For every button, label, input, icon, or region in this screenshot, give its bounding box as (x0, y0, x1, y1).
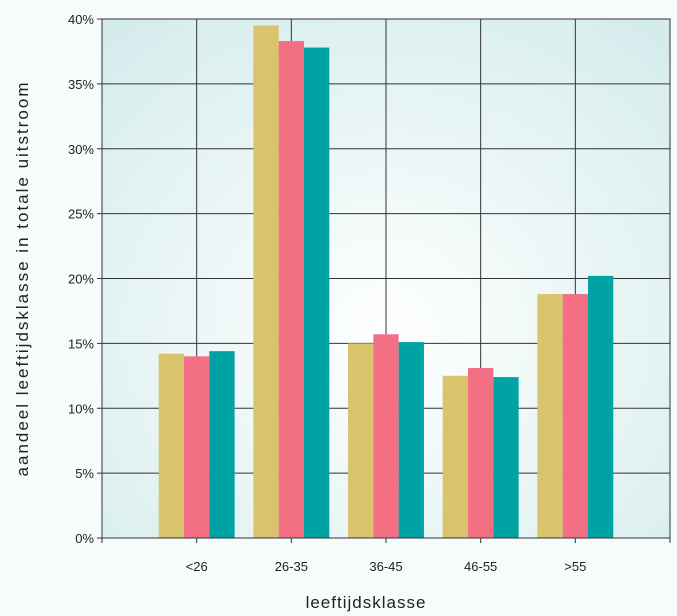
y-tick-label: 30% (68, 142, 94, 157)
bars (158, 25, 614, 539)
bar (209, 351, 235, 538)
x-tick-label: 46-55 (464, 559, 497, 574)
bar (442, 375, 469, 538)
y-tick-label: 20% (68, 272, 94, 287)
x-tick-label: 36-45 (369, 559, 402, 574)
y-tick-label: 15% (68, 336, 94, 351)
x-axis-title: leeftijdsklasse (306, 593, 427, 612)
bar (562, 294, 588, 538)
bar (493, 377, 519, 538)
bar (398, 342, 424, 538)
y-axis-ticks: 0% 5% 10% 15% 20% 25% 30% 35% 40% (68, 12, 102, 546)
bar (348, 343, 374, 538)
bar (303, 47, 330, 539)
y-tick-label: 0% (75, 531, 94, 546)
y-tick-label: 40% (68, 12, 94, 27)
y-tick-label: 5% (75, 466, 94, 481)
x-tick-label: 26-35 (275, 559, 308, 574)
bar (184, 356, 210, 538)
bar (537, 294, 563, 538)
bar (468, 368, 494, 538)
y-tick-label: 35% (68, 77, 94, 92)
bar (158, 353, 185, 538)
bar (278, 41, 304, 539)
y-axis-title: aandeel leeftijdsklasse in totale uitstr… (13, 81, 32, 477)
x-tick-label: <26 (186, 559, 208, 574)
x-axis-ticks: <26 26-35 36-45 46-55 >55 (101, 538, 671, 574)
x-tick-label: >55 (564, 559, 586, 574)
bar (253, 25, 279, 539)
y-tick-label: 10% (68, 401, 94, 416)
bar (373, 334, 399, 538)
plot-frame (101, 18, 671, 539)
y-tick-label: 25% (68, 207, 94, 222)
bar (587, 275, 614, 538)
